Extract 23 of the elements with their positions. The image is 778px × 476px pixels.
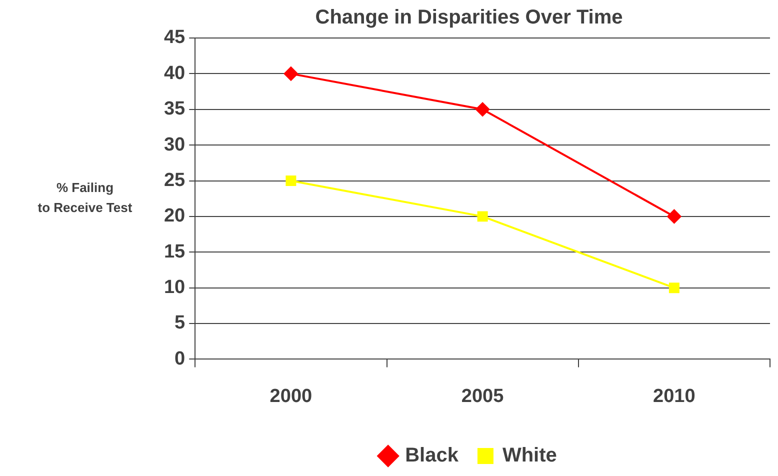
- y-tick-label: 45: [164, 27, 186, 48]
- y-tick-label: 40: [164, 62, 186, 84]
- point: [284, 66, 298, 81]
- y-tick-label: 15: [164, 241, 186, 262]
- y-axis-title: % Failing to Receive Test: [38, 180, 132, 215]
- legend-label: White: [502, 444, 557, 467]
- y-tick-label: 0: [174, 348, 186, 370]
- y-tick-label: 10: [164, 277, 186, 298]
- legend-label: Black: [405, 444, 460, 467]
- x-tick-label: 2005: [461, 386, 504, 407]
- y-tick-label: 5: [174, 312, 186, 334]
- point: [477, 211, 488, 222]
- y-tick-label: 35: [164, 98, 186, 120]
- point: [668, 282, 680, 294]
- point: [476, 102, 490, 116]
- point: [667, 209, 682, 224]
- x-tick-label: 2010: [653, 386, 696, 407]
- chart-title: Change in Disparities Over Time: [315, 6, 623, 29]
- y-tick-label: 25: [164, 170, 186, 191]
- point: [286, 176, 296, 186]
- x-tick-label: 2000: [270, 386, 312, 407]
- y-tick-label: 20: [164, 206, 186, 227]
- y-tick-label: 30: [164, 134, 186, 156]
